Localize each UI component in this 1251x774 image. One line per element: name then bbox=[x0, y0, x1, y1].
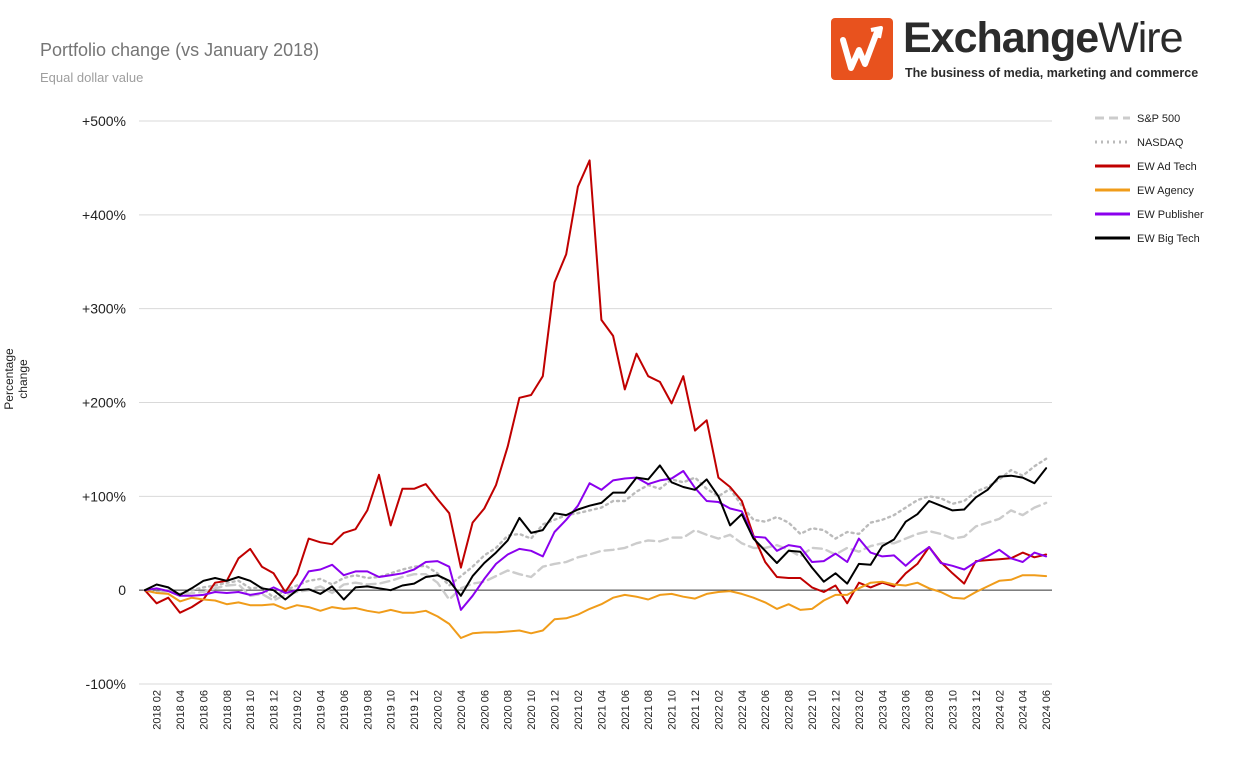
y-tick-label: -100% bbox=[86, 676, 126, 692]
y-tick-label: +300% bbox=[82, 301, 126, 317]
x-tick-label: 2021 10 bbox=[667, 690, 679, 730]
x-tick-label: 2018 10 bbox=[245, 690, 257, 730]
x-tick-label: 2021 12 bbox=[690, 690, 702, 730]
x-tick-label: 2019 04 bbox=[315, 690, 327, 730]
logo-tagline: The business of media, marketing and com… bbox=[905, 66, 1199, 80]
legend-label: EW Agency bbox=[1137, 185, 1194, 197]
legend-label: NASDAQ bbox=[1137, 137, 1184, 149]
x-tick-label: 2020 02 bbox=[432, 690, 444, 730]
x-tick-label: 2021 02 bbox=[573, 690, 585, 730]
chart-title: Portfolio change (vs January 2018) bbox=[40, 40, 320, 60]
x-tick-label: 2019 02 bbox=[292, 690, 304, 730]
x-tick-label: 2023 10 bbox=[948, 690, 960, 730]
x-tick-label: 2022 08 bbox=[784, 690, 796, 730]
x-tick-label: 2022 06 bbox=[760, 690, 772, 730]
x-tick-label: 2022 12 bbox=[830, 690, 842, 730]
x-tick-label: 2019 10 bbox=[386, 690, 398, 730]
y-tick-label: 0 bbox=[118, 582, 126, 598]
x-tick-label: 2024 06 bbox=[1041, 690, 1053, 730]
series-line bbox=[143, 457, 1048, 599]
series-line bbox=[143, 470, 1048, 611]
chart-subtitle: Equal dollar value bbox=[40, 70, 144, 85]
x-tick-label: 2021 08 bbox=[643, 690, 655, 730]
series-line bbox=[143, 159, 1048, 614]
series-lines bbox=[143, 159, 1048, 639]
x-tick-label: 2020 06 bbox=[479, 690, 491, 730]
x-tick-label: 2018 02 bbox=[152, 690, 164, 730]
series-line bbox=[143, 574, 1048, 639]
x-tick-labels: 2018 02 2018 04 2018 06 2018 08 2018 10 2018 … bbox=[152, 690, 1054, 730]
x-tick-label: 2024 04 bbox=[1018, 690, 1030, 730]
logo-wordmark-bold: Exchange bbox=[903, 14, 1099, 62]
exchangewire-logo: ExchangeWire The business of media, mark… bbox=[831, 14, 1211, 82]
x-tick-label: 2024 02 bbox=[994, 690, 1006, 730]
x-tick-label: 2018 08 bbox=[222, 690, 234, 730]
x-tick-label: 2023 02 bbox=[854, 690, 866, 730]
y-tick-label: +500% bbox=[82, 113, 126, 129]
y-tick-label: +200% bbox=[82, 395, 126, 411]
logo-wordmark: ExchangeWire bbox=[903, 14, 1184, 63]
x-tick-label: 2021 04 bbox=[596, 690, 608, 730]
x-tick-label: 2019 12 bbox=[409, 690, 421, 730]
legend-label: EW Big Tech bbox=[1137, 233, 1200, 245]
x-tick-label: 2020 10 bbox=[526, 690, 538, 730]
x-tick-label: 2018 04 bbox=[175, 690, 187, 730]
x-tick-label: 2020 04 bbox=[456, 690, 468, 730]
legend-label: EW Publisher bbox=[1137, 209, 1204, 221]
x-tick-label: 2022 10 bbox=[807, 690, 819, 730]
legend: S&P 500 NASDAQ EW Ad Tech EW Agency EW Publi… bbox=[1095, 113, 1204, 245]
legend-label: EW Ad Tech bbox=[1137, 161, 1197, 173]
x-tick-label: 2023 12 bbox=[971, 690, 983, 730]
legend-label: S&P 500 bbox=[1137, 113, 1180, 125]
y-tick-label: +100% bbox=[82, 488, 126, 504]
y-tick-label: +400% bbox=[82, 207, 126, 223]
x-tick-label: 2020 12 bbox=[550, 690, 562, 730]
x-tick-label: 2020 08 bbox=[503, 690, 515, 730]
x-tick-label: 2018 12 bbox=[269, 690, 281, 730]
logo-wordmark-light: Wire bbox=[1098, 14, 1183, 62]
x-tick-label: 2023 04 bbox=[877, 690, 889, 730]
x-tick-label: 2022 02 bbox=[713, 690, 725, 730]
x-tick-label: 2023 08 bbox=[924, 690, 936, 730]
x-tick-label: 2018 06 bbox=[198, 690, 210, 730]
gridlines bbox=[139, 120, 1052, 685]
logo-mark-icon bbox=[831, 18, 893, 80]
x-tick-label: 2019 08 bbox=[362, 690, 374, 730]
x-tick-label: 2023 06 bbox=[901, 690, 913, 730]
x-tick-label: 2022 04 bbox=[737, 690, 749, 730]
x-tick-label: 2021 06 bbox=[620, 690, 632, 730]
y-tick-labels: -100% 0 +100% +200% +300% +400% +500% bbox=[82, 113, 126, 692]
x-tick-label: 2019 06 bbox=[339, 690, 351, 730]
series-line bbox=[143, 464, 1048, 601]
